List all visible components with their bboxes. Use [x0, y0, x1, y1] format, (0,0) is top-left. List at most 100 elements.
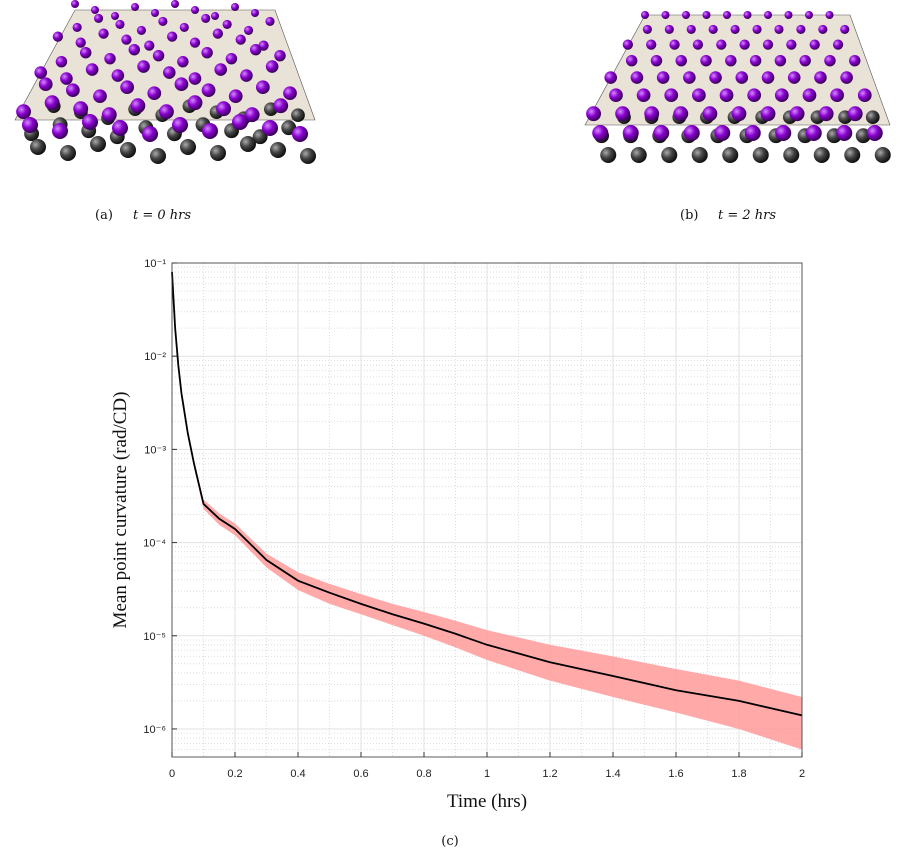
atom-purple	[665, 25, 674, 34]
atom-purple	[175, 77, 189, 91]
atom-gray	[30, 139, 46, 155]
x-tick-label: 1.6	[668, 768, 683, 780]
atom-purple	[867, 125, 883, 141]
atom-purple	[626, 55, 637, 66]
atom-purple	[45, 95, 60, 110]
atom-purple	[824, 55, 835, 66]
atom-gray	[240, 136, 256, 152]
atom-purple	[265, 17, 274, 26]
atom-purple	[91, 6, 99, 14]
atom-purple	[250, 44, 261, 55]
atom-purple	[236, 34, 246, 44]
atom-purple	[60, 72, 73, 85]
chart: 00.20.40.60.811.21.41.61.8210⁻⁶10⁻⁵10⁻⁴1…	[143, 258, 805, 780]
atom-purple	[71, 0, 79, 8]
figure: (a) t = 0 hrs (b) t = 2 hrs 00.20.40.60.…	[0, 0, 900, 855]
atom-purple	[201, 14, 210, 23]
atom-purple	[231, 3, 239, 11]
atom-purple	[641, 11, 649, 19]
y-tick-label: 10⁻⁴	[143, 538, 166, 550]
atom-purple	[76, 37, 86, 47]
atom-gray	[120, 142, 136, 158]
x-tick-label: 0	[169, 768, 175, 780]
atom-purple	[137, 60, 150, 73]
atom-purple	[98, 28, 108, 38]
atom-purple	[73, 101, 88, 116]
atom-gray	[875, 147, 891, 163]
atom-gray	[753, 147, 769, 163]
atom-purple	[763, 39, 773, 49]
atom-purple	[266, 60, 279, 73]
atom-gray	[291, 108, 305, 122]
atom-purple	[683, 71, 696, 84]
atom-purple	[714, 125, 730, 141]
atom-purple	[740, 39, 750, 49]
atom-purple	[34, 66, 47, 79]
atom-purple	[129, 44, 140, 55]
atom-purple	[163, 66, 176, 79]
atom-purple	[52, 123, 68, 139]
x-tick-label: 1.4	[605, 768, 620, 780]
x-tick-label: 0.8	[416, 768, 431, 780]
atom-purple	[669, 39, 679, 49]
atom-purple	[190, 37, 200, 47]
atom-purple	[180, 23, 189, 32]
atom-purple	[693, 39, 703, 49]
atom-purple	[790, 106, 805, 121]
y-tick-label: 10⁻³	[144, 444, 166, 456]
atom-purple	[848, 106, 863, 121]
atom-purple	[796, 25, 805, 34]
atom-purple	[692, 88, 706, 102]
atom-purple	[120, 80, 134, 94]
atom-purple	[631, 71, 644, 84]
panel-label: (a)	[95, 208, 113, 223]
atom-purple	[702, 106, 717, 121]
atom-purple	[102, 107, 117, 122]
atom-purple	[171, 0, 179, 8]
atom-purple	[703, 11, 711, 19]
atom-purple	[684, 125, 700, 141]
atom-purple	[736, 71, 749, 84]
atom-purple	[716, 39, 726, 49]
atom-purple	[82, 114, 98, 130]
atom-purple	[112, 120, 128, 136]
atom-purple	[819, 106, 834, 121]
atom-purple	[840, 25, 849, 34]
atom-purple	[80, 47, 91, 58]
atom-purple	[130, 98, 145, 113]
atom-purple	[775, 88, 789, 102]
atom-purple	[240, 69, 253, 82]
atom-purple	[188, 95, 203, 110]
molecule-image-a	[15, 0, 316, 164]
atom-purple	[744, 11, 752, 19]
atom-purple	[56, 56, 67, 67]
atom-purple	[657, 71, 670, 84]
atom-purple	[786, 39, 796, 49]
atom-gray	[844, 147, 860, 163]
atom-purple	[731, 25, 740, 34]
atom-purple	[22, 117, 38, 133]
x-tick-label: 1.2	[542, 768, 557, 780]
atom-purple	[283, 86, 297, 100]
atom-purple	[830, 88, 844, 102]
atom-purple	[762, 71, 775, 84]
atom-purple	[244, 26, 253, 35]
atom-purple	[643, 25, 652, 34]
atom-purple	[709, 25, 718, 34]
x-tick-label: 1.8	[731, 768, 746, 780]
atom-purple	[858, 88, 872, 102]
atom-purple	[93, 89, 107, 103]
atom-purple	[750, 55, 761, 66]
atom-purple	[803, 88, 817, 102]
atom-purple	[262, 120, 278, 136]
atom-purple	[273, 98, 288, 113]
atom-purple	[112, 69, 125, 82]
panel-caption: t = 0 hrs	[133, 208, 191, 223]
atom-purple	[191, 6, 199, 14]
atom-purple	[153, 50, 164, 61]
chart-caption: (c)	[441, 834, 458, 849]
atom-purple	[609, 88, 623, 102]
atom-purple	[94, 14, 103, 23]
atom-purple	[73, 23, 82, 32]
atom-purple	[709, 71, 722, 84]
